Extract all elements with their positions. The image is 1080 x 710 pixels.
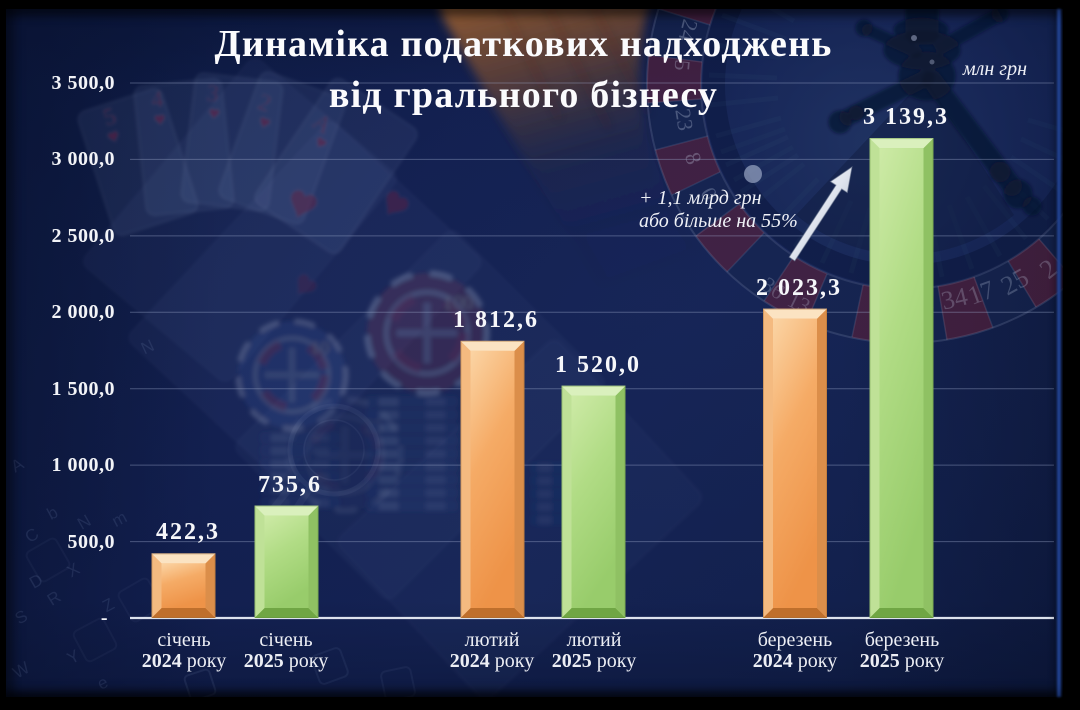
svg-text:34: 34: [939, 281, 971, 315]
svg-text:X: X: [64, 559, 83, 581]
svg-text:e: e: [94, 672, 111, 693]
svg-text:W: W: [10, 658, 33, 682]
svg-text:100: 100: [443, 292, 474, 314]
svg-text:b: b: [44, 503, 61, 524]
svg-text:10: 10: [311, 337, 329, 357]
svg-text:5: 5: [670, 59, 696, 72]
svg-text:23: 23: [670, 107, 698, 133]
svg-text:3: 3: [205, 80, 220, 107]
svg-text:4: 4: [150, 86, 165, 113]
